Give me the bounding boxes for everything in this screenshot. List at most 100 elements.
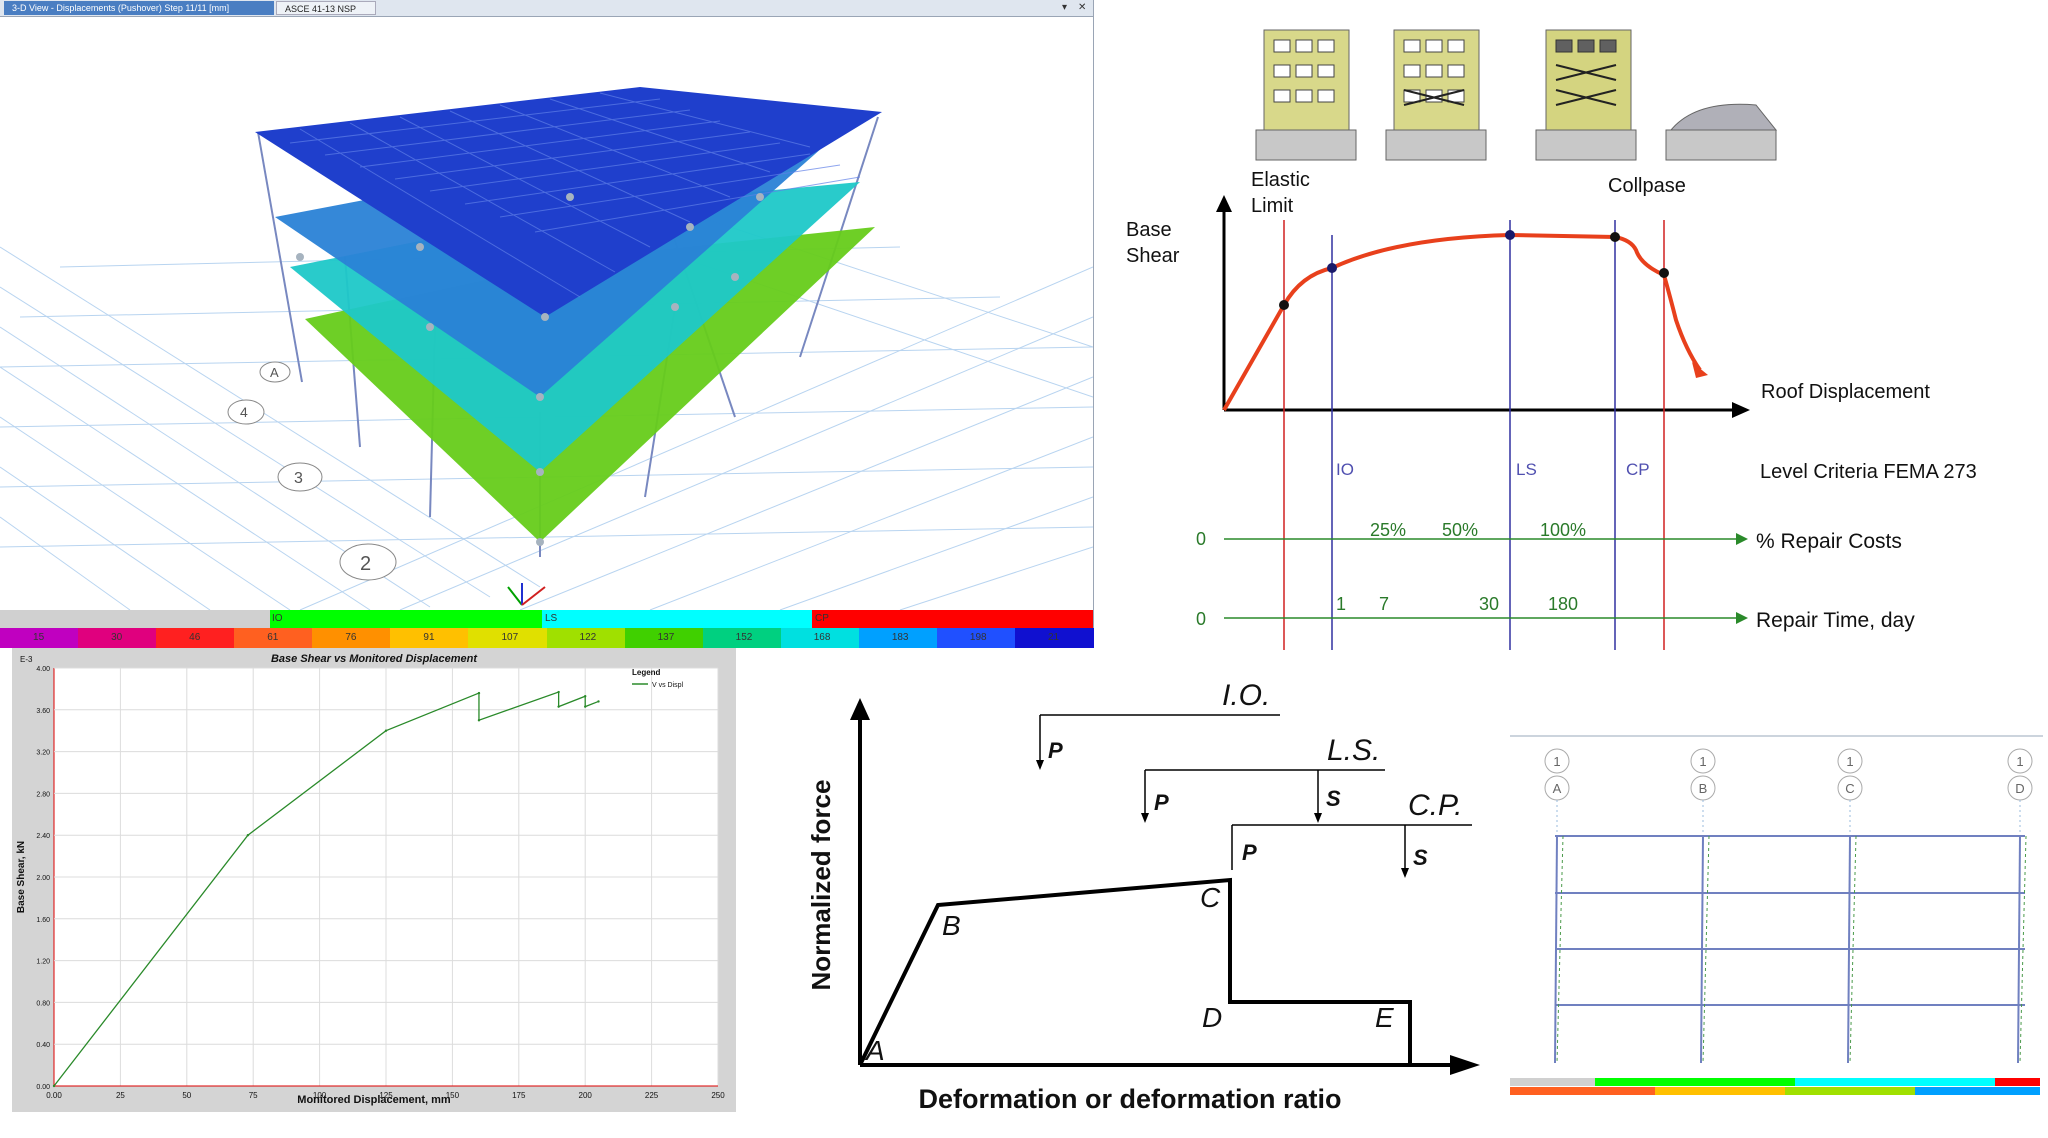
building-damage-icons	[1255, 29, 1778, 161]
frame-grid-bubble-top: 1	[2016, 754, 2023, 769]
frame-grid-bubble-top: 1	[1846, 754, 1853, 769]
frame-grid-bubble-top-circle	[2007, 748, 2033, 774]
series-point	[584, 695, 587, 698]
x-tick-label: 100	[313, 1091, 327, 1100]
base-shear-label-2: Shear	[1126, 245, 1180, 267]
hinge-x-label: Deformation or deformation ratio	[918, 1084, 1341, 1114]
repair-costs-label: % Repair Costs	[1756, 530, 1902, 553]
cp-label: C.P.	[1408, 789, 1462, 822]
y-tick-label: 0.80	[36, 1000, 50, 1007]
point-d: D	[1202, 1002, 1222, 1033]
repair-cost-25: 25%	[1370, 520, 1406, 540]
x-axis-arrow-icon	[1732, 402, 1750, 418]
scale-swatch	[390, 628, 470, 648]
legend-title: Legend	[632, 668, 661, 677]
roof-displacement-label: Roof Displacement	[1761, 381, 1930, 403]
repair-time-label: Repair Time, day	[1756, 609, 1915, 632]
scale-swatch	[78, 628, 158, 648]
y-tick-label: 3.20	[36, 750, 50, 757]
io-p-label: P	[1048, 738, 1063, 763]
tab-asce-nsp[interactable]: ASCE 41-13 NSP	[276, 1, 376, 15]
scale-swatch	[936, 628, 1016, 648]
cp-s-arrow-icon	[1401, 868, 1409, 878]
capacity-curve	[1222, 232, 1702, 411]
y-tick-label: 2.80	[36, 791, 50, 798]
repair-cost-50: 50%	[1442, 520, 1478, 540]
scale-swatch	[624, 628, 704, 648]
frame-legend	[1510, 1078, 2040, 1095]
repair-time-7: 7	[1379, 594, 1389, 614]
x-axis-title: Monitored Displacement, mm	[297, 1094, 451, 1106]
y-axis-title: Base Shear, kN	[16, 841, 27, 913]
y-exponent-label: E-3	[20, 655, 33, 664]
joint-markers	[296, 193, 764, 546]
frame-members	[1554, 835, 2025, 1064]
status-segment	[270, 610, 542, 628]
point-c: C	[1200, 882, 1221, 913]
y-tick-label: 0.00	[36, 1084, 50, 1091]
frame-grid-bubble-column: D	[2015, 781, 2024, 796]
etabs-3d-view-window: 3-D View - Displacements (Pushover) Step…	[0, 0, 1094, 648]
frame-grid-bubble-top-circle	[1690, 748, 1716, 774]
frame-elevation-view[interactable]: 1 A 1 B 1 C 1 D	[1505, 733, 2048, 1113]
tab-3d-view-displacements[interactable]: 3-D View - Displacements (Pushover) Step…	[4, 1, 274, 15]
repair-cost-100: 100%	[1540, 520, 1586, 540]
y-tick-label: 2.00	[36, 875, 50, 882]
scale-value: 46	[189, 632, 201, 643]
scale-value: 137	[657, 632, 675, 643]
status-range-label: IO	[272, 613, 283, 624]
repair-time-arrow-icon	[1736, 612, 1748, 624]
frame-grid-bubble-column: A	[1553, 781, 1562, 796]
scale-swatch	[468, 628, 548, 648]
scale-swatch	[858, 628, 938, 648]
frame-grid-bubble-column: B	[1699, 781, 1708, 796]
x-tick-label: 75	[249, 1091, 258, 1100]
hinge-backbone-diagram: Normalized force Deformation or deformat…	[806, 679, 1480, 1114]
frame-grid-bubble-top: 1	[1699, 754, 1706, 769]
x-tick-label: 50	[182, 1091, 191, 1100]
status-segment	[542, 610, 812, 628]
performance-points	[1279, 230, 1669, 310]
close-window-button[interactable]: ✕	[1078, 2, 1087, 13]
scale-value: 91	[423, 632, 435, 643]
scale-value: 152	[735, 632, 753, 643]
y-tick-label: 4.00	[36, 666, 50, 673]
scale-value: 61	[267, 632, 279, 643]
series-point	[477, 691, 481, 695]
collapse-label: Collpase	[1608, 175, 1686, 197]
grid-label-a: A	[270, 365, 279, 380]
cp-s-label: S	[1413, 845, 1428, 870]
curve-arrow-icon	[1692, 362, 1708, 378]
point-e: E	[1375, 1002, 1394, 1033]
grid-label-2: 2	[360, 553, 371, 575]
pushover-curve-chart[interactable]: Base Shear vs Monitored Displacement E-3…	[12, 648, 736, 1112]
scale-swatch	[312, 628, 392, 648]
ls-label: L.S.	[1327, 734, 1380, 767]
tab-dropdown-button[interactable]: ▾	[1062, 2, 1068, 13]
status-range-label: CP	[815, 613, 829, 624]
level-cp: CP	[1626, 460, 1650, 479]
frame-grid-bubble-column: C	[1845, 781, 1854, 796]
y-tick-label: 1.20	[36, 959, 50, 966]
x-tick-label: 25	[116, 1091, 125, 1100]
repair-time-180: 180	[1548, 594, 1578, 614]
axis-triad-icon	[507, 583, 546, 606]
x-tick-label: 200	[579, 1091, 593, 1100]
frame-grid-bubble-top-circle	[1544, 748, 1570, 774]
scale-value: 76	[345, 632, 357, 643]
ls-p-arrow-icon	[1141, 813, 1149, 823]
scale-swatch	[702, 628, 782, 648]
pushover-curve-window: Base Shear vs Monitored Displacement E-3…	[12, 648, 736, 1112]
level-criteria-label: Level Criteria FEMA 273	[1760, 461, 1977, 483]
base-shear-label-1: Base	[1126, 219, 1172, 241]
y-tick-label: 0.40	[36, 1042, 50, 1049]
x-tick-label: 125	[379, 1091, 393, 1100]
grid-lines	[53, 667, 719, 1087]
level-io: IO	[1336, 460, 1354, 479]
model-3d-canvas[interactable]: A 4 3 2	[0, 17, 1093, 610]
series-layer	[52, 690, 600, 1088]
repair-cost-zero: 0	[1196, 529, 1206, 549]
scale-swatch	[156, 628, 236, 648]
y-tick-label: 2.40	[36, 833, 50, 840]
frame-grid-bubble-top: 1	[1553, 754, 1560, 769]
